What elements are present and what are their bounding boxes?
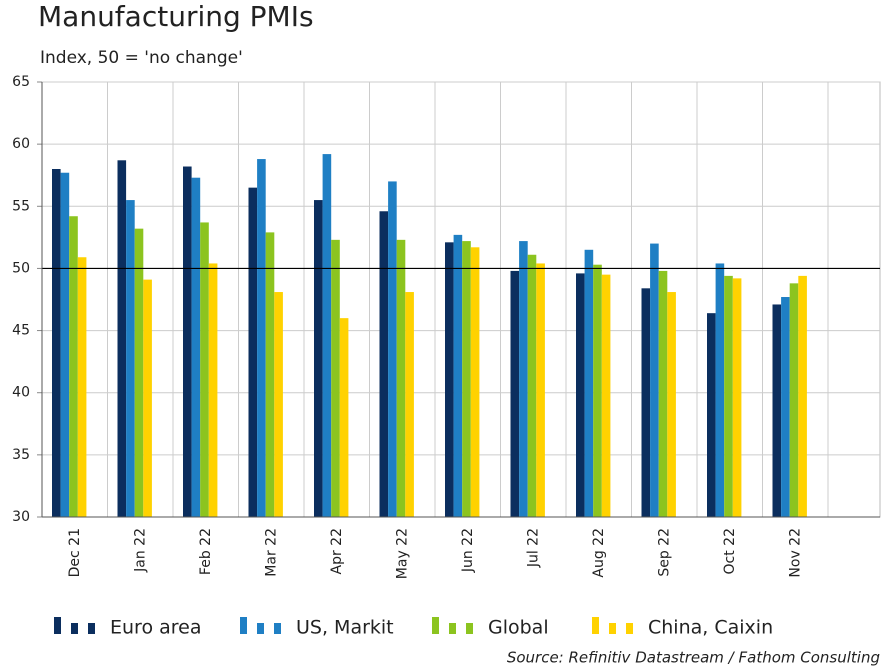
bar — [52, 169, 61, 517]
x-tick-label: Aug 22 — [591, 528, 607, 578]
bar — [134, 228, 144, 517]
bar — [405, 292, 414, 517]
bar — [707, 313, 716, 517]
x-tick-label: Dec 21 — [67, 528, 83, 577]
bar — [781, 297, 790, 517]
legend-label: Global — [488, 617, 549, 639]
bar — [445, 242, 454, 518]
x-tick-label: Jul 22 — [525, 528, 541, 568]
bar — [593, 264, 602, 517]
bar — [576, 273, 585, 517]
legend-swatch — [466, 623, 473, 634]
x-tick-label: Jun 22 — [460, 528, 476, 573]
bar — [388, 181, 397, 517]
chart-title: Manufacturing PMIs — [38, 0, 314, 33]
bar — [650, 243, 659, 518]
bar — [519, 241, 528, 518]
bar — [584, 249, 594, 518]
legend-swatch — [257, 623, 264, 634]
bar — [314, 200, 323, 518]
y-tick-label: 40 — [12, 385, 30, 401]
bar — [715, 263, 725, 517]
x-tick-label: Apr 22 — [329, 528, 345, 574]
legend-swatch — [449, 623, 456, 634]
chart-subtitle: Index, 50 = 'no change' — [40, 48, 243, 68]
legend-swatch — [71, 623, 78, 634]
bar — [789, 283, 799, 517]
bar — [126, 200, 135, 518]
bar — [536, 263, 545, 517]
bar — [331, 239, 340, 518]
y-tick-label: 65 — [12, 74, 30, 90]
bar — [69, 216, 78, 517]
bar — [248, 187, 258, 517]
bar — [470, 247, 480, 518]
bar — [396, 239, 406, 518]
legend-swatch — [592, 617, 599, 634]
legend-label: Euro area — [110, 617, 201, 639]
bar — [274, 292, 283, 517]
x-tick-label: Oct 22 — [722, 528, 738, 574]
legend-swatch — [54, 617, 61, 634]
bar — [798, 275, 807, 517]
bar — [658, 270, 668, 517]
bar — [641, 288, 651, 517]
bar — [183, 166, 192, 517]
legend-swatch — [88, 623, 95, 634]
bar — [732, 278, 742, 517]
legend-label: US, Markit — [296, 617, 394, 639]
bar — [510, 270, 520, 517]
y-tick-label: 55 — [12, 198, 30, 214]
bar — [724, 275, 733, 517]
bar — [191, 177, 201, 517]
x-tick-label: Nov 22 — [787, 528, 803, 578]
bar — [265, 232, 275, 517]
y-tick-label: 45 — [12, 323, 30, 339]
x-tick-label: May 22 — [394, 528, 410, 579]
y-tick-label: 30 — [12, 509, 30, 525]
y-tick-label: 35 — [12, 447, 30, 463]
legend-swatch — [274, 623, 281, 634]
legend-swatch — [432, 617, 439, 634]
y-tick-label: 50 — [12, 260, 30, 276]
x-tick-label: Jan 22 — [132, 528, 148, 573]
bar — [601, 274, 611, 517]
bar — [322, 154, 332, 518]
bar — [208, 263, 218, 517]
bar — [77, 257, 87, 517]
legend-swatch — [240, 617, 247, 634]
bar — [453, 234, 463, 517]
bar — [462, 241, 471, 518]
bar — [667, 292, 676, 517]
legend-label: China, Caixin — [648, 617, 773, 639]
bar — [117, 160, 127, 518]
legend-swatch — [626, 623, 633, 634]
bar — [200, 222, 209, 517]
bar — [379, 211, 389, 517]
x-tick-label: Feb 22 — [198, 528, 214, 575]
bar — [527, 254, 537, 517]
bar — [60, 172, 70, 517]
source: Source: Refinitiv Datastream / Fathom Co… — [507, 649, 880, 667]
bar — [143, 279, 152, 517]
y-tick-label: 60 — [12, 136, 30, 152]
legend-swatch — [609, 623, 616, 634]
x-tick-label: Sep 22 — [656, 528, 672, 577]
bar — [772, 304, 782, 517]
x-tick-label: Mar 22 — [263, 528, 279, 577]
bar — [257, 159, 266, 518]
bar — [339, 318, 349, 517]
